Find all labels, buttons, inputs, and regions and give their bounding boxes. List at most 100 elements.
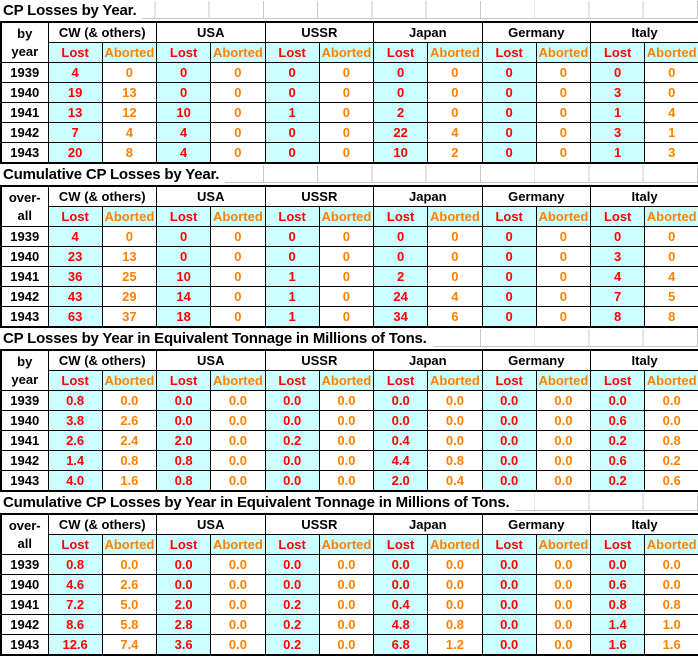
lost-value-cell: 22: [373, 122, 429, 143]
aborted-value-cell: 0.0: [535, 430, 592, 451]
year-cell: 1942: [0, 450, 49, 471]
lost-value-cell: 0.0: [156, 574, 212, 595]
year-cell: 1941: [0, 594, 49, 615]
aborted-value-cell: 0.8: [644, 594, 698, 615]
aborted-header-cell: Aborted: [427, 370, 483, 391]
country-header-cell: Italy: [590, 513, 698, 535]
lost-value-cell: 4: [590, 266, 646, 287]
aborted-value-cell: 3: [644, 142, 698, 164]
aborted-value-cell: 0: [535, 102, 592, 123]
aborted-value-cell: 0: [318, 306, 375, 328]
aborted-value-cell: 12: [101, 102, 158, 123]
lost-value-cell: 0: [590, 62, 646, 83]
aborted-value-cell: 29: [101, 286, 158, 307]
lost-value-cell: 7.2: [47, 594, 103, 615]
aborted-header-cell: Aborted: [210, 370, 266, 391]
aborted-value-cell: 6: [427, 306, 483, 328]
aborted-value-cell: 0.0: [535, 594, 592, 615]
aborted-value-cell: 0: [644, 246, 698, 267]
lost-value-cell: 0.0: [481, 554, 537, 575]
aborted-value-cell: 5.0: [101, 594, 158, 615]
aborted-value-cell: 0: [427, 246, 483, 267]
section-title-row: Cumulative CP Losses by Year.: [0, 164, 698, 185]
lost-value-cell: 18: [156, 306, 212, 328]
lost-value-cell: 0: [481, 246, 537, 267]
lost-value-cell: 1: [264, 102, 320, 123]
aborted-value-cell: 0.0: [535, 450, 592, 471]
lost-value-cell: 4.8: [373, 614, 429, 635]
table-row: 1943 63 37 18 0 1 0 34 6 0 0 8 8: [0, 306, 698, 328]
lost-value-cell: 13: [47, 102, 103, 123]
aborted-header-cell: Aborted: [644, 370, 698, 391]
aborted-value-cell: 1.6: [101, 470, 158, 492]
aborted-value-cell: 0: [101, 62, 158, 83]
aborted-value-cell: 0: [318, 102, 375, 123]
aborted-value-cell: 0: [210, 122, 266, 143]
aborted-value-cell: 0: [427, 102, 483, 123]
lost-header-cell: Lost: [47, 534, 103, 555]
corner-label-line1: by: [17, 353, 33, 369]
lost-value-cell: 36: [47, 266, 103, 287]
aborted-value-cell: 0.0: [644, 554, 698, 575]
aborted-value-cell: 8: [644, 306, 698, 328]
lost-value-cell: 0: [264, 142, 320, 164]
aborted-value-cell: 1.6: [644, 634, 698, 656]
lost-value-cell: 0.0: [373, 390, 429, 411]
aborted-value-cell: 0.8: [644, 430, 698, 451]
aborted-value-cell: 0: [210, 142, 266, 164]
table-row: 1939 0.8 0.0 0.0 0.0 0.0 0.0 0.0 0.0 0.0 0.0 0.0 0.0: [0, 554, 698, 575]
aborted-value-cell: 0: [318, 142, 375, 164]
aborted-value-cell: 0: [318, 62, 375, 83]
table-row: 1941 2.6 2.4 2.0 0.0 0.2 0.0 0.4 0.0 0.0 0.0 0.2 0.8: [0, 430, 698, 451]
lost-header-cell: Lost: [590, 206, 646, 227]
year-cell: 1943: [0, 142, 49, 164]
lost-value-cell: 2.8: [156, 614, 212, 635]
country-header-cell: USSR: [264, 513, 375, 535]
aborted-value-cell: 0.0: [644, 410, 698, 431]
aborted-value-cell: 0.0: [535, 634, 592, 656]
aborted-value-cell: 0.0: [318, 430, 375, 451]
table-section: Cumulative CP Losses by Year. over-all CW …: [0, 164, 698, 328]
aborted-header-cell: Aborted: [210, 42, 266, 63]
aborted-value-cell: 13: [101, 82, 158, 103]
lost-value-cell: 2: [373, 266, 429, 287]
lost-value-cell: 1.4: [590, 614, 646, 635]
corner-label-line2: year: [11, 371, 39, 387]
aborted-value-cell: 0: [535, 82, 592, 103]
aborted-header-cell: Aborted: [210, 534, 266, 555]
year-cell: 1940: [0, 246, 49, 267]
year-cell: 1943: [0, 470, 49, 492]
lost-header-cell: Lost: [373, 534, 429, 555]
aborted-value-cell: 0.0: [535, 390, 592, 411]
lost-value-cell: 4: [47, 62, 103, 83]
aborted-value-cell: 0: [535, 246, 592, 267]
section-title: CP Losses by Year in Equivalent Tonnage …: [0, 328, 433, 349]
aborted-value-cell: 2: [427, 142, 483, 164]
aborted-header-cell: Aborted: [427, 42, 483, 63]
country-header-cell: Italy: [590, 21, 698, 43]
losses-table: over-all CW (& others) USA USSR Japan Germany…: [0, 185, 698, 328]
country-header-cell: CW (& others): [47, 185, 158, 207]
aborted-header-cell: Aborted: [318, 42, 375, 63]
lost-value-cell: 3: [590, 82, 646, 103]
aborted-value-cell: 0: [427, 62, 483, 83]
lost-value-cell: 4: [156, 122, 212, 143]
aborted-header-cell: Aborted: [644, 42, 698, 63]
table-row: 1940 4.6 2.6 0.0 0.0 0.0 0.0 0.0 0.0 0.0 0.0 0.6 0.0: [0, 574, 698, 595]
lost-value-cell: 1: [590, 142, 646, 164]
lost-header-cell: Lost: [156, 206, 212, 227]
aborted-value-cell: 4: [101, 122, 158, 143]
lost-value-cell: 3.8: [47, 410, 103, 431]
lost-value-cell: 0.6: [590, 450, 646, 471]
table-row: 1943 12.6 7.4 3.6 0.0 0.2 0.0 6.8 1.2 0.0 0.0 1.6 1.…: [0, 634, 698, 656]
lost-value-cell: 0.0: [481, 450, 537, 471]
lost-header-cell: Lost: [373, 206, 429, 227]
aborted-value-cell: 0.0: [427, 390, 483, 411]
lost-value-cell: 0.0: [481, 390, 537, 411]
lost-value-cell: 0: [481, 266, 537, 287]
section-title-row: CP Losses by Year.: [0, 0, 698, 21]
country-header-row: over-all CW (& others) USA USSR Japan Germany…: [0, 513, 698, 555]
aborted-value-cell: 2.4: [101, 430, 158, 451]
lost-value-cell: 0.0: [264, 554, 320, 575]
lost-value-cell: 12.6: [47, 634, 103, 656]
